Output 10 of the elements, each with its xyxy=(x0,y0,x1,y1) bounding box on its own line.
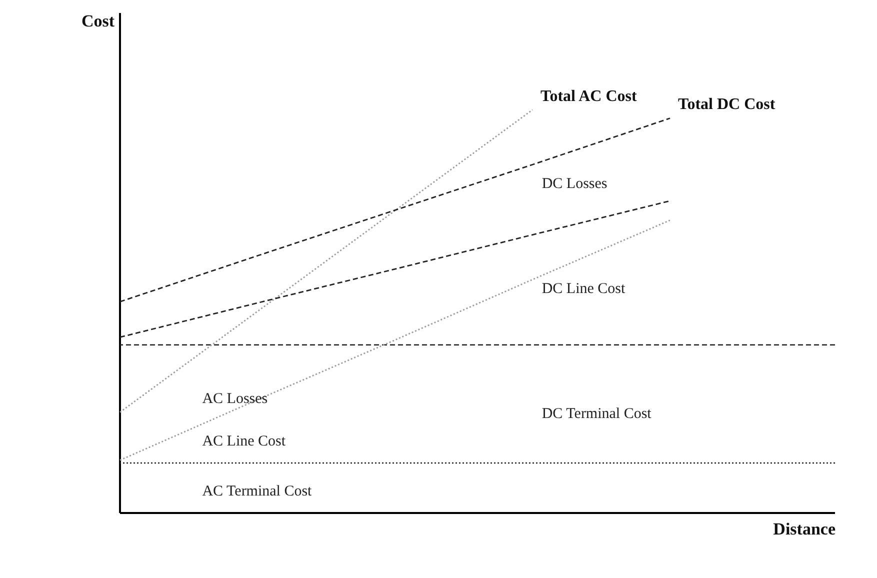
series-label: Total DC Cost xyxy=(678,96,776,114)
annotation: AC Losses xyxy=(202,391,268,407)
y-axis-title: Cost xyxy=(81,12,115,30)
x-axis-title: Distance xyxy=(773,520,836,538)
annotation: AC Line Cost xyxy=(202,434,286,450)
series-label: Total AC Cost xyxy=(540,88,638,105)
annotation: DC Terminal Cost xyxy=(542,406,652,422)
annotation: AC Terminal Cost xyxy=(202,484,313,500)
annotation: DC Losses xyxy=(542,176,608,192)
annotation: DC Line Cost xyxy=(542,281,626,297)
